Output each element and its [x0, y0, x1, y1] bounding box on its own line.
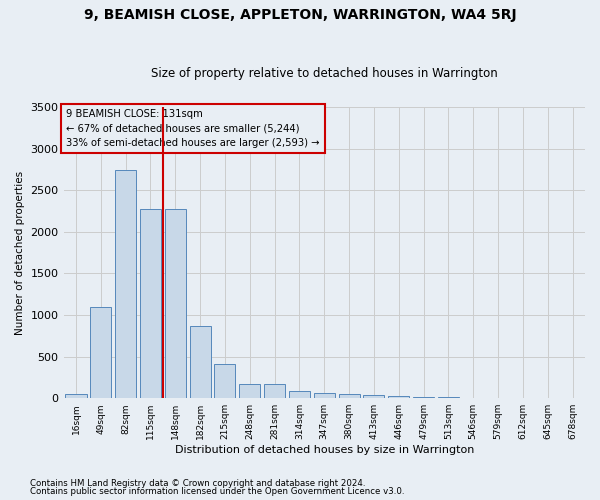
- Bar: [388, 396, 409, 398]
- Bar: [90, 306, 112, 398]
- Bar: [140, 208, 161, 398]
- Bar: [338, 394, 359, 398]
- Text: 9 BEAMISH CLOSE: 131sqm
← 67% of detached houses are smaller (5,244)
33% of semi: 9 BEAMISH CLOSE: 131sqm ← 67% of detache…: [66, 108, 320, 148]
- Bar: [115, 170, 136, 398]
- Bar: [65, 394, 86, 398]
- Text: 9, BEAMISH CLOSE, APPLETON, WARRINGTON, WA4 5RJ: 9, BEAMISH CLOSE, APPLETON, WARRINGTON, …: [83, 8, 517, 22]
- Bar: [239, 384, 260, 398]
- Bar: [214, 364, 235, 398]
- Bar: [314, 393, 335, 398]
- Bar: [165, 209, 186, 398]
- Text: Contains public sector information licensed under the Open Government Licence v3: Contains public sector information licen…: [30, 487, 404, 496]
- Bar: [413, 396, 434, 398]
- Title: Size of property relative to detached houses in Warrington: Size of property relative to detached ho…: [151, 66, 497, 80]
- Bar: [364, 396, 385, 398]
- Bar: [190, 326, 211, 398]
- Bar: [289, 390, 310, 398]
- Text: Contains HM Land Registry data © Crown copyright and database right 2024.: Contains HM Land Registry data © Crown c…: [30, 478, 365, 488]
- X-axis label: Distribution of detached houses by size in Warrington: Distribution of detached houses by size …: [175, 445, 474, 455]
- Bar: [264, 384, 285, 398]
- Y-axis label: Number of detached properties: Number of detached properties: [15, 170, 25, 334]
